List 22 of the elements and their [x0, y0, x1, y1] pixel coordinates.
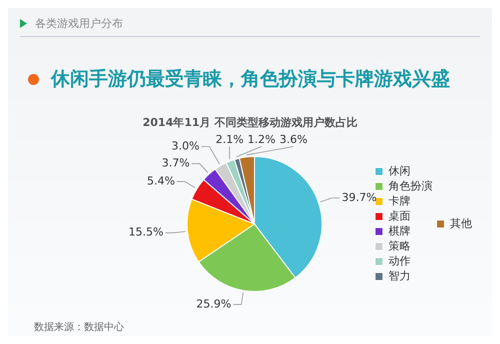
data-label: 25.9%	[196, 297, 232, 310]
data-label: 15.5%	[128, 226, 164, 239]
legend-label: 桌面	[388, 209, 410, 222]
legend-label: 角色扮演	[388, 179, 432, 192]
data-label: 2.1%	[216, 132, 244, 146]
legend-label: 其他	[450, 216, 472, 230]
data-label: 1.2%	[248, 132, 276, 146]
data-label: 3.0%	[172, 140, 200, 153]
data-label: 5.4%	[146, 174, 175, 188]
legend-label: 策略	[388, 239, 410, 252]
chart-title: 休闲手游仍最受青睐，角色扮演与卡牌游戏兴盛	[51, 67, 450, 92]
legend-label: 休闲	[388, 164, 410, 178]
text: 各类游戏用户分布	[35, 16, 123, 31]
data-label: 39.7%	[342, 190, 377, 204]
legend-label: 卡牌	[388, 194, 410, 208]
source-note: 数据来源：数据中心	[34, 320, 124, 334]
legend-label: 棋牌	[388, 224, 410, 238]
data-label: 3.6%	[279, 132, 308, 146]
legend-label: 智力	[388, 269, 410, 282]
chart-subtitle: 2014年11月 不同类型移动游戏用户数占比	[142, 115, 358, 130]
data-label: 3.7%	[162, 156, 190, 170]
legend-label: 动作	[388, 254, 410, 268]
